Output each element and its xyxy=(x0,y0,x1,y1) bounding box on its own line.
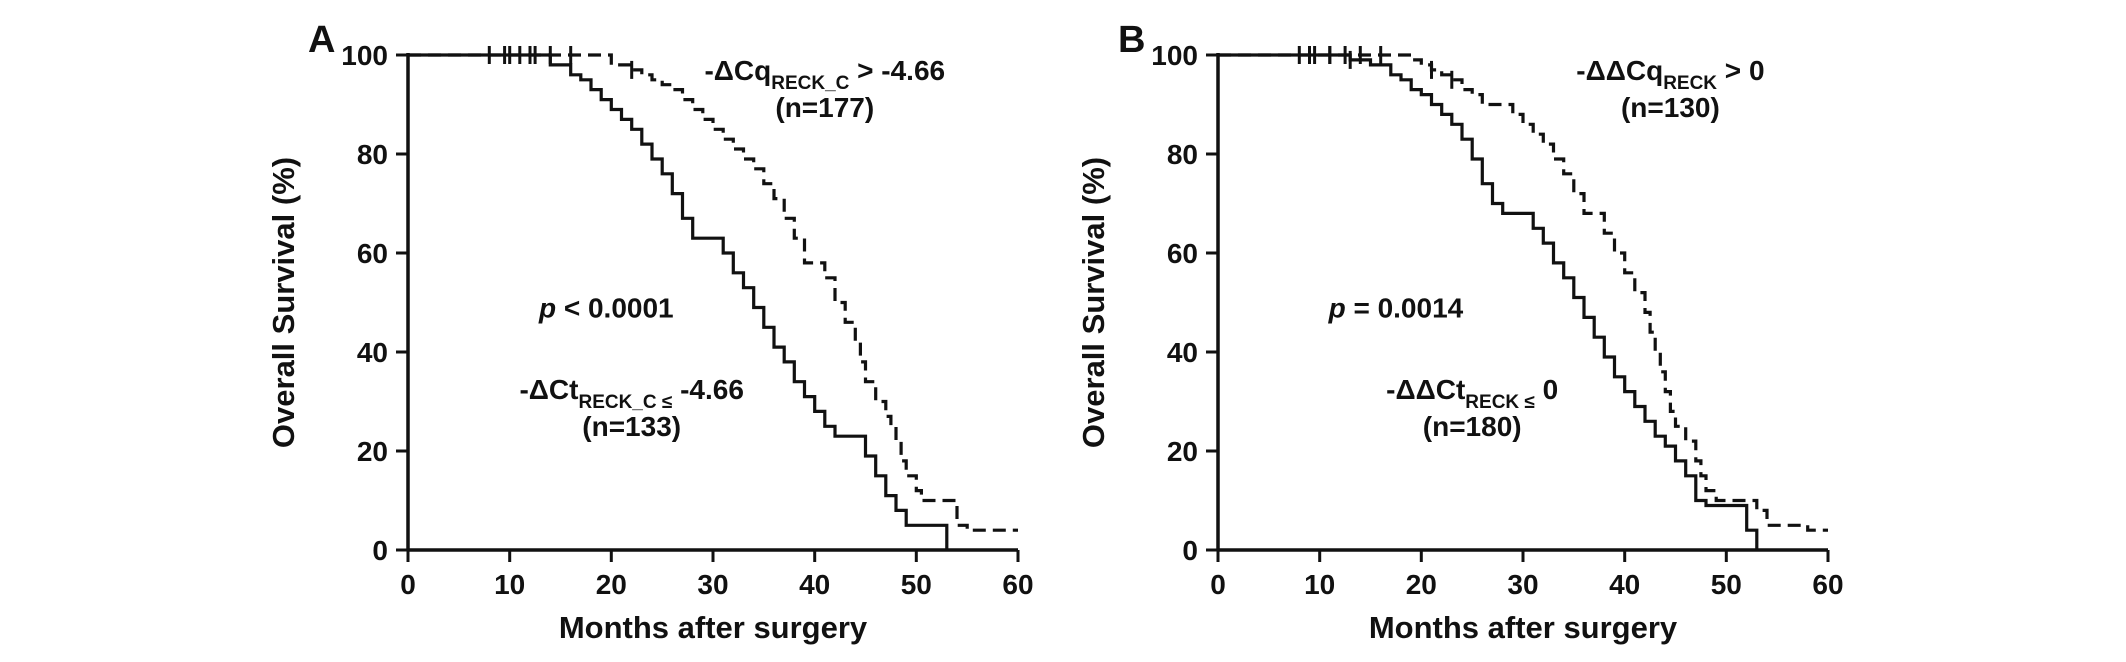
x-tick-label: 10 xyxy=(494,569,525,600)
panel-letter: B xyxy=(1118,19,1145,61)
y-axis-title: Overall Survival (%) xyxy=(266,157,301,448)
survival-curve-solid xyxy=(1218,53,1759,550)
x-tick-label: 30 xyxy=(1507,569,1538,600)
x-tick-label: 60 xyxy=(1002,569,1033,600)
annotation-text: (n=177) xyxy=(775,92,874,123)
y-tick-label: 40 xyxy=(1167,337,1198,368)
y-tick-label: 100 xyxy=(341,40,388,71)
annotation-text: -ΔΔCqRECK > 0 xyxy=(1576,55,1764,94)
annotation-text: -ΔCtRECK_C ≤ -4.66 xyxy=(519,374,743,413)
p-value-text: p < 0.0001 xyxy=(538,292,674,323)
x-axis-title: Months after surgery xyxy=(1369,610,1678,645)
panel-a-chart: 0 10 20 30 40 50 60 0 20 40 60 80 100 Months after su… xyxy=(266,19,1034,645)
panel-letter: A xyxy=(308,19,335,61)
annotation-text: (n=130) xyxy=(1621,92,1720,123)
y-tick-label: 80 xyxy=(1167,139,1198,170)
y-tick-label: 0 xyxy=(372,535,388,566)
survival-curve-solid xyxy=(408,53,949,550)
x-tick-label: 30 xyxy=(697,569,728,600)
y-tick-label: 20 xyxy=(357,436,388,467)
x-tick-label: 10 xyxy=(1304,569,1335,600)
x-tick-label: 50 xyxy=(901,569,932,600)
x-tick-label: 50 xyxy=(1711,569,1742,600)
annotation-text: (n=180) xyxy=(1423,411,1522,442)
y-tick-label: 60 xyxy=(1167,238,1198,269)
y-tick-label: 80 xyxy=(357,139,388,170)
survival-curve-dashed xyxy=(408,53,1018,532)
x-tick-label: 0 xyxy=(1210,569,1226,600)
p-value-text: p = 0.0014 xyxy=(1328,292,1464,323)
x-tick-label: 60 xyxy=(1812,569,1843,600)
x-axis-title: Months after surgery xyxy=(559,610,868,645)
y-tick-label: 100 xyxy=(1151,40,1198,71)
y-tick-label: 60 xyxy=(357,238,388,269)
panel-b-chart: 0 10 20 30 40 50 60 0 20 40 60 80 100 Months after su… xyxy=(1076,19,1844,645)
annotation-text: -ΔCqRECK_C > -4.66 xyxy=(704,55,945,94)
annotation-text: (n=133) xyxy=(582,411,681,442)
y-axis-title: Overall Survival (%) xyxy=(1076,157,1111,448)
y-tick-label: 0 xyxy=(1182,535,1198,566)
x-tick-label: 40 xyxy=(1609,569,1640,600)
panel-a: 0 10 20 30 40 50 60 0 20 40 60 80 100 Months after su… xyxy=(250,0,1080,657)
x-tick-label: 20 xyxy=(1406,569,1437,600)
survival-curve-dashed xyxy=(1218,53,1828,532)
x-tick-label: 0 xyxy=(400,569,416,600)
y-tick-label: 20 xyxy=(1167,436,1198,467)
x-tick-label: 20 xyxy=(596,569,627,600)
x-tick-label: 40 xyxy=(799,569,830,600)
annotation-text: -ΔΔCtRECK ≤ 0 xyxy=(1386,374,1558,413)
y-tick-label: 40 xyxy=(357,337,388,368)
panel-b: 0 10 20 30 40 50 60 0 20 40 60 80 100 Months after su… xyxy=(1060,0,1890,657)
